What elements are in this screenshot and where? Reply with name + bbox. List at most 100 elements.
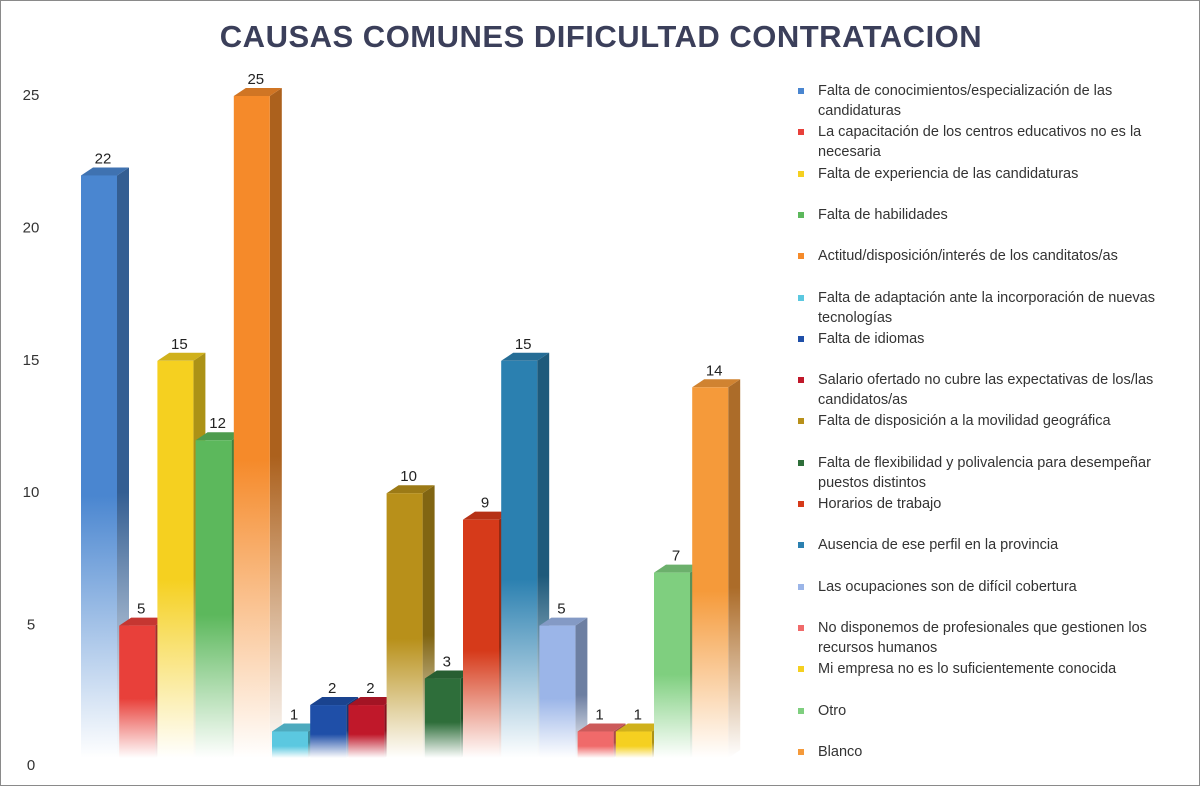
bar-front xyxy=(424,678,461,758)
legend-label: Falta de experiencia de las candidaturas xyxy=(818,165,1079,182)
bar-front xyxy=(233,96,270,758)
legend-marker xyxy=(798,377,804,384)
legend-label: Falta de flexibilidad y polivalencia par… xyxy=(818,454,1151,491)
bar-top xyxy=(539,617,588,626)
legend-marker xyxy=(798,170,804,177)
bar-front xyxy=(654,572,690,758)
value-label: 5 xyxy=(137,601,145,618)
legend-marker xyxy=(798,707,804,714)
legend-marker xyxy=(798,542,804,549)
bar-top xyxy=(272,723,320,732)
legend-label: Otro xyxy=(818,702,847,719)
value-label: 12 xyxy=(209,415,226,432)
bar-front xyxy=(615,731,652,758)
bar-front xyxy=(692,387,729,758)
y-tick-label: 10 xyxy=(23,484,40,501)
legend-label: La capacitación de los centros educativo… xyxy=(818,124,1142,161)
legend-marker xyxy=(798,666,804,673)
bar-top xyxy=(119,617,168,626)
value-label: 5 xyxy=(557,601,565,618)
bar-front xyxy=(386,493,423,758)
legend-marker xyxy=(798,624,804,631)
bar-top xyxy=(654,564,702,573)
legend-label: Actitud/disposición/interés de los candi… xyxy=(818,248,1118,265)
bar-top xyxy=(195,432,244,441)
value-label: 14 xyxy=(706,362,723,379)
bar-top xyxy=(463,511,511,520)
bar-front xyxy=(119,625,156,758)
legend-label: Falta de idiomas xyxy=(818,330,925,347)
legend-label: Ausencia de ese perfil en la provincia xyxy=(818,537,1059,554)
bar-top xyxy=(577,723,626,732)
value-label: 15 xyxy=(515,336,532,353)
bar xyxy=(692,379,741,758)
value-label: 15 xyxy=(171,336,188,353)
bar-top xyxy=(501,352,550,361)
legend-marker xyxy=(798,418,804,425)
legend-marker xyxy=(798,253,804,260)
bar-front xyxy=(463,519,499,758)
bar-side xyxy=(728,379,741,758)
bar-front xyxy=(577,731,614,758)
legend-label: Mi empresa no es lo suficientemente cono… xyxy=(818,661,1117,678)
legend-marker xyxy=(798,501,804,507)
legend-label: Falta de disposición a la movilidad geog… xyxy=(818,413,1111,430)
legend-label: Horarios de trabajo xyxy=(818,496,942,512)
value-label: 25 xyxy=(247,71,264,88)
bar-top xyxy=(81,167,129,176)
value-label: 9 xyxy=(481,495,489,512)
legend-marker xyxy=(798,459,804,466)
bar xyxy=(233,88,282,758)
legend-marker xyxy=(798,748,804,755)
value-label: 7 xyxy=(672,548,680,565)
y-tick-label: 25 xyxy=(23,87,40,104)
bar-side xyxy=(575,617,588,758)
bar-front xyxy=(272,731,308,758)
legend-label: Salario ofertado no cubre las expectativ… xyxy=(818,372,1154,409)
value-label: 10 xyxy=(400,468,417,485)
bar-top xyxy=(692,379,741,388)
value-label: 1 xyxy=(595,707,603,724)
legend-marker xyxy=(798,211,804,218)
bar-side xyxy=(269,88,282,758)
value-label: 22 xyxy=(95,150,112,167)
legend-label: Falta de habilidades xyxy=(818,206,948,223)
bar xyxy=(539,617,588,758)
value-label: 3 xyxy=(443,654,451,671)
bar-top xyxy=(348,697,397,706)
bar-front xyxy=(501,360,538,758)
y-tick-label: 20 xyxy=(23,219,40,236)
legend-marker xyxy=(798,129,804,136)
value-label: 2 xyxy=(366,680,374,697)
value-label: 1 xyxy=(634,707,642,724)
bar-front xyxy=(310,705,347,758)
legend-label: Falta de adaptación ante la incorporació… xyxy=(818,289,1155,326)
bar-top xyxy=(310,697,359,706)
legend-marker xyxy=(798,335,804,342)
value-label: 2 xyxy=(328,680,336,697)
y-tick-label: 0 xyxy=(27,757,35,774)
y-tick-label: 5 xyxy=(27,617,35,634)
legend-label: No disponemos de profesionales que gesti… xyxy=(818,619,1147,656)
y-tick-label: 15 xyxy=(23,352,40,369)
chart-title: CAUSAS COMUNES DIFICULTAD CONTRATACION xyxy=(220,19,982,54)
bar xyxy=(81,167,129,758)
value-label: 1 xyxy=(290,707,298,724)
legend-label: Las ocupaciones son de difícil cobertura xyxy=(818,578,1077,595)
bar-front xyxy=(195,440,232,758)
bar-front xyxy=(348,705,385,758)
bar-front xyxy=(539,625,576,758)
legend-marker xyxy=(798,88,804,94)
bar-side xyxy=(117,167,129,758)
bar-front xyxy=(157,360,194,758)
bar-top xyxy=(386,485,435,494)
legend-marker xyxy=(798,294,804,301)
legend-marker xyxy=(798,583,804,590)
bar-top xyxy=(233,88,282,96)
bar-front xyxy=(81,175,117,758)
bar-top xyxy=(615,723,664,732)
legend-label: Falta de conocimientos/especialización d… xyxy=(818,83,1113,119)
bar-top xyxy=(157,352,206,361)
